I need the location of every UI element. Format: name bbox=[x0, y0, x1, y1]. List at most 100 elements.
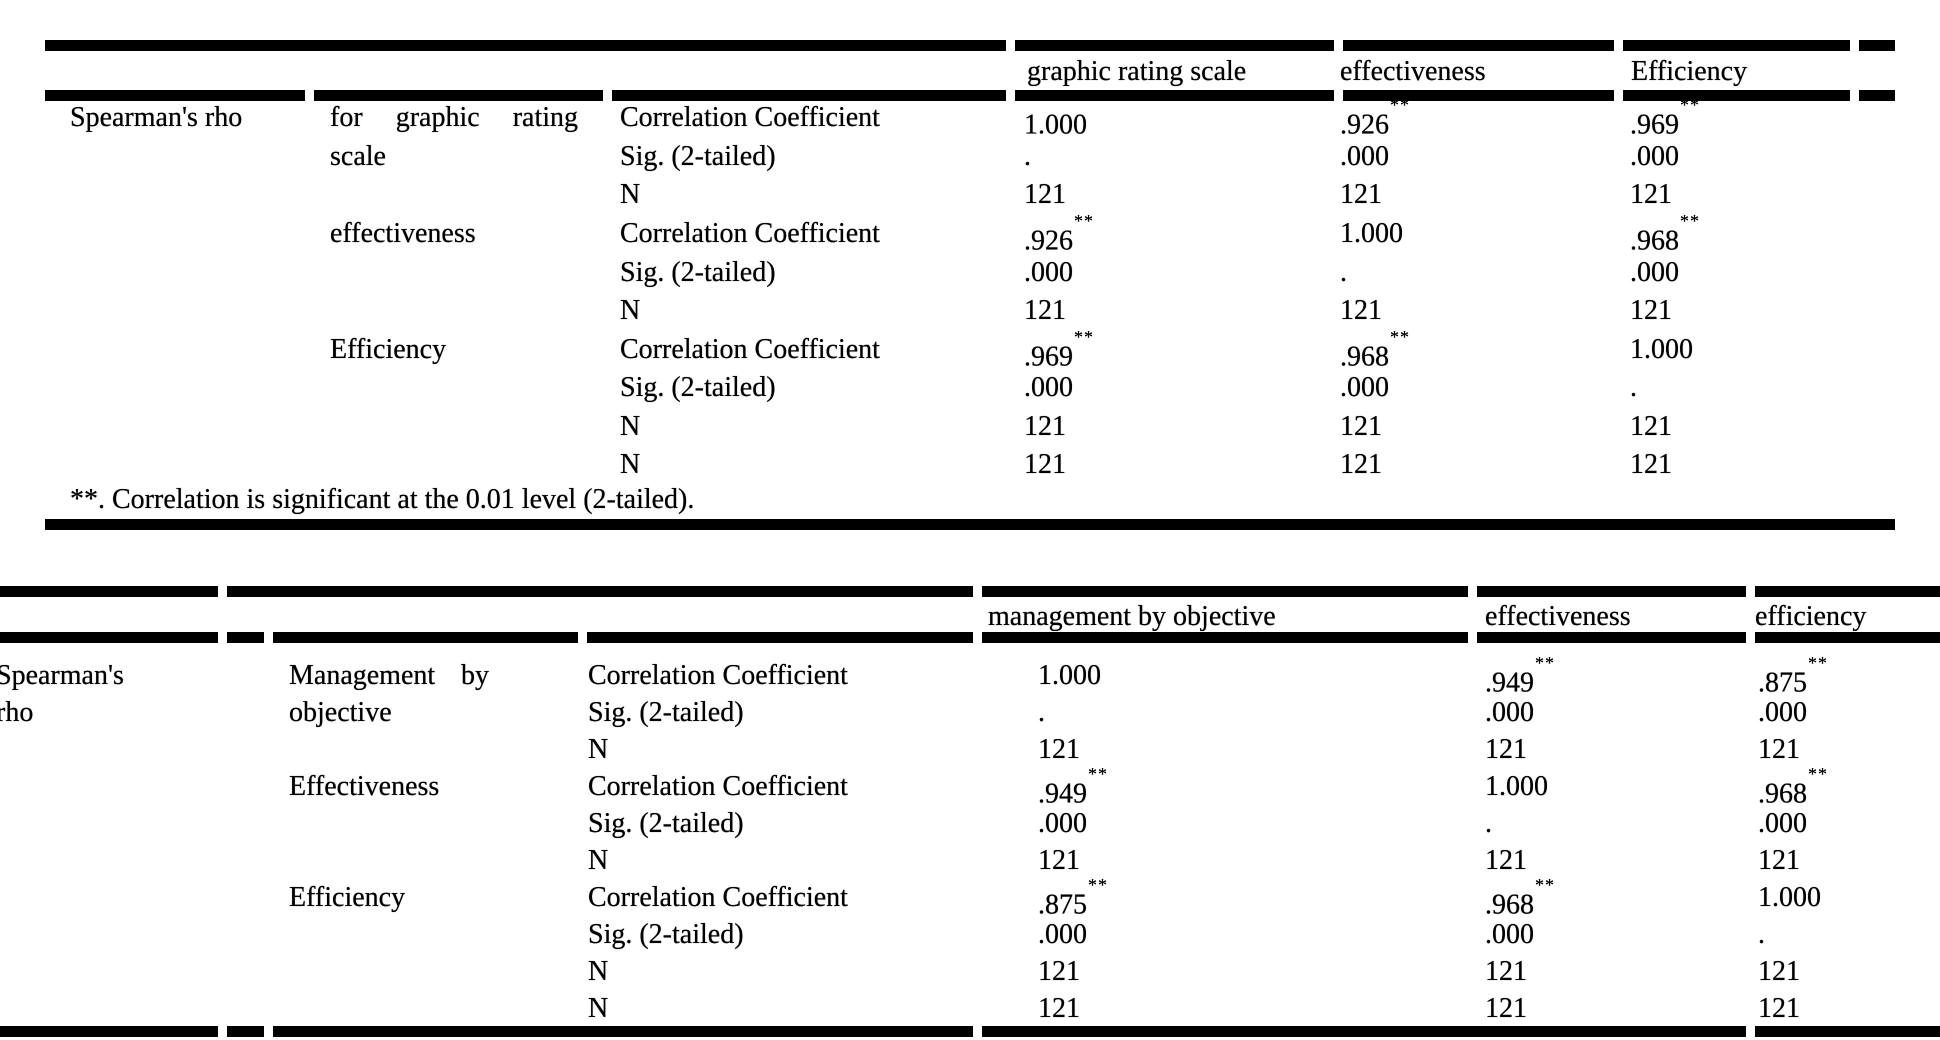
table-row: Sig. (2-tailed) .000 . .000 bbox=[0, 257, 1940, 295]
cell-value: .949** bbox=[1485, 653, 1555, 699]
stub-spearmans-line1: Spearman's bbox=[0, 660, 124, 691]
cell-value: .000 bbox=[1340, 141, 1389, 172]
table-row: N 121 121 121 bbox=[0, 956, 1940, 994]
cell-value: .000 bbox=[1758, 697, 1807, 728]
table-row: N 121 121 121 bbox=[0, 411, 1940, 449]
significance-footnote: **. Correlation is significant at the 0.… bbox=[70, 484, 695, 515]
statistic-label: Sig. (2-tailed) bbox=[620, 257, 776, 288]
cell-value: .949** bbox=[1038, 764, 1108, 810]
cell-value: 1.000 bbox=[1630, 334, 1693, 365]
row-group-label-graphic-rating-line2: scale bbox=[330, 141, 386, 172]
cell-value: 121 bbox=[1485, 734, 1527, 765]
table2-header-border bbox=[0, 632, 1940, 643]
row-group-label-efficiency: Efficiency bbox=[330, 334, 447, 365]
cell-value: 1.000 bbox=[1340, 218, 1403, 249]
statistic-label: Correlation Coefficient bbox=[588, 771, 848, 802]
cell-value: . bbox=[1024, 141, 1031, 172]
table-row: N 121 121 121 bbox=[0, 295, 1940, 333]
column-header-graphic-rating-scale: graphic rating scale bbox=[1027, 56, 1247, 87]
cell-value: .000 bbox=[1485, 919, 1534, 950]
cell-value: . bbox=[1340, 257, 1347, 288]
table2-bottom-border bbox=[0, 1026, 1940, 1037]
significance-stars: ** bbox=[1535, 875, 1555, 895]
cell-value: 121 bbox=[1038, 956, 1080, 987]
significance-stars: ** bbox=[1808, 653, 1828, 673]
cell-value: 1.000 bbox=[1024, 109, 1087, 141]
cell-value: 121 bbox=[1630, 411, 1672, 442]
row-group-label-efficiency: Efficiency bbox=[289, 882, 406, 913]
statistic-label: Sig. (2-tailed) bbox=[620, 372, 776, 403]
group-word: graphic bbox=[395, 102, 480, 133]
statistic-label: N bbox=[620, 411, 641, 442]
significance-stars: ** bbox=[1680, 95, 1700, 115]
significance-stars: ** bbox=[1088, 764, 1108, 784]
cell-value: .000 bbox=[1758, 808, 1807, 839]
cell-value: .926** bbox=[1340, 95, 1410, 141]
cell-value: 1.000 bbox=[1485, 771, 1548, 802]
column-header-effectiveness: effectiveness bbox=[1340, 56, 1486, 87]
statistic-label: Sig. (2-tailed) bbox=[588, 697, 744, 728]
cell-value: .000 bbox=[1038, 919, 1087, 950]
row-group-label-effectiveness: effectiveness bbox=[330, 218, 476, 249]
cell-value: .968** bbox=[1758, 764, 1828, 810]
cell-value: .000 bbox=[1630, 141, 1679, 172]
table-row: Sig. (2-tailed) . .000 .000 bbox=[0, 697, 1940, 735]
significance-stars: ** bbox=[1535, 653, 1555, 673]
cell-value: .000 bbox=[1024, 372, 1073, 403]
row-group-label-effectiveness: Effectiveness bbox=[289, 771, 440, 802]
statistic-label: Sig. (2-tailed) bbox=[588, 919, 744, 950]
cell-value: .969** bbox=[1024, 327, 1094, 373]
table-row: Correlation Coefficient .926** 1.000 .96… bbox=[0, 211, 1940, 257]
statistic-label: N bbox=[620, 449, 641, 480]
cell-value: 121 bbox=[1024, 295, 1066, 326]
significance-stars: ** bbox=[1390, 327, 1410, 347]
cell-value: .968** bbox=[1630, 211, 1700, 257]
table-row: Correlation Coefficient .949** 1.000 .96… bbox=[0, 764, 1940, 810]
cell-value: .968** bbox=[1340, 327, 1410, 373]
cell-value: 121 bbox=[1340, 295, 1382, 326]
cell-value: 121 bbox=[1038, 734, 1080, 765]
table1-top-border bbox=[45, 40, 1895, 51]
statistic-label: Correlation Coefficient bbox=[620, 334, 880, 365]
statistic-label: Sig. (2-tailed) bbox=[588, 808, 744, 839]
cell-value: 121 bbox=[1758, 734, 1800, 765]
statistic-label: N bbox=[588, 845, 609, 876]
table-row: N 121 121 121 bbox=[0, 734, 1940, 772]
cell-value: 121 bbox=[1758, 993, 1800, 1024]
cell-value: 121 bbox=[1340, 411, 1382, 442]
row-group-label-mbo-line2: objective bbox=[289, 697, 392, 728]
table-row: N 121 121 121 bbox=[0, 179, 1940, 217]
row-group-label-mbo-line1: Management by bbox=[289, 660, 489, 691]
table-row: Correlation Coefficient 1.000 .949** .87… bbox=[0, 653, 1940, 699]
cell-value: 1.000 bbox=[1038, 660, 1101, 691]
group-word: by bbox=[461, 660, 489, 691]
stub-spearmans-line2: rho bbox=[0, 697, 34, 728]
cell-value: .000 bbox=[1340, 372, 1389, 403]
table-row: Sig. (2-tailed) .000 .000 . bbox=[0, 919, 1940, 957]
significance-stars: ** bbox=[1680, 211, 1700, 231]
table-row: N 121 121 121 bbox=[0, 993, 1940, 1031]
statistic-label: N bbox=[588, 956, 609, 987]
cell-value: .000 bbox=[1485, 697, 1534, 728]
group-word: Management bbox=[289, 660, 436, 691]
table-row: Correlation Coefficient .875** .968** 1.… bbox=[0, 875, 1940, 921]
group-word: for bbox=[330, 102, 363, 133]
statistic-label: Correlation Coefficient bbox=[588, 660, 848, 691]
cell-value: 121 bbox=[1630, 295, 1672, 326]
significance-stars: ** bbox=[1808, 764, 1828, 784]
cell-value: 121 bbox=[1758, 956, 1800, 987]
cell-value: .875** bbox=[1758, 653, 1828, 699]
group-word: rating bbox=[512, 102, 578, 133]
table-row: Correlation Coefficient .969** .968** 1.… bbox=[0, 327, 1940, 373]
cell-value: 121 bbox=[1485, 845, 1527, 876]
significance-stars: ** bbox=[1390, 95, 1410, 115]
row-group-label-graphic-rating-line1: for graphic rating bbox=[330, 102, 578, 133]
statistic-label: N bbox=[588, 734, 609, 765]
cell-value: .000 bbox=[1038, 808, 1087, 839]
cell-value: .968** bbox=[1485, 875, 1555, 921]
table2-top-border bbox=[0, 586, 1940, 597]
cell-value: .926** bbox=[1024, 211, 1094, 257]
column-header-management-by-objective: management by objective bbox=[988, 601, 1276, 632]
column-header-efficiency: Efficiency bbox=[1631, 56, 1748, 87]
